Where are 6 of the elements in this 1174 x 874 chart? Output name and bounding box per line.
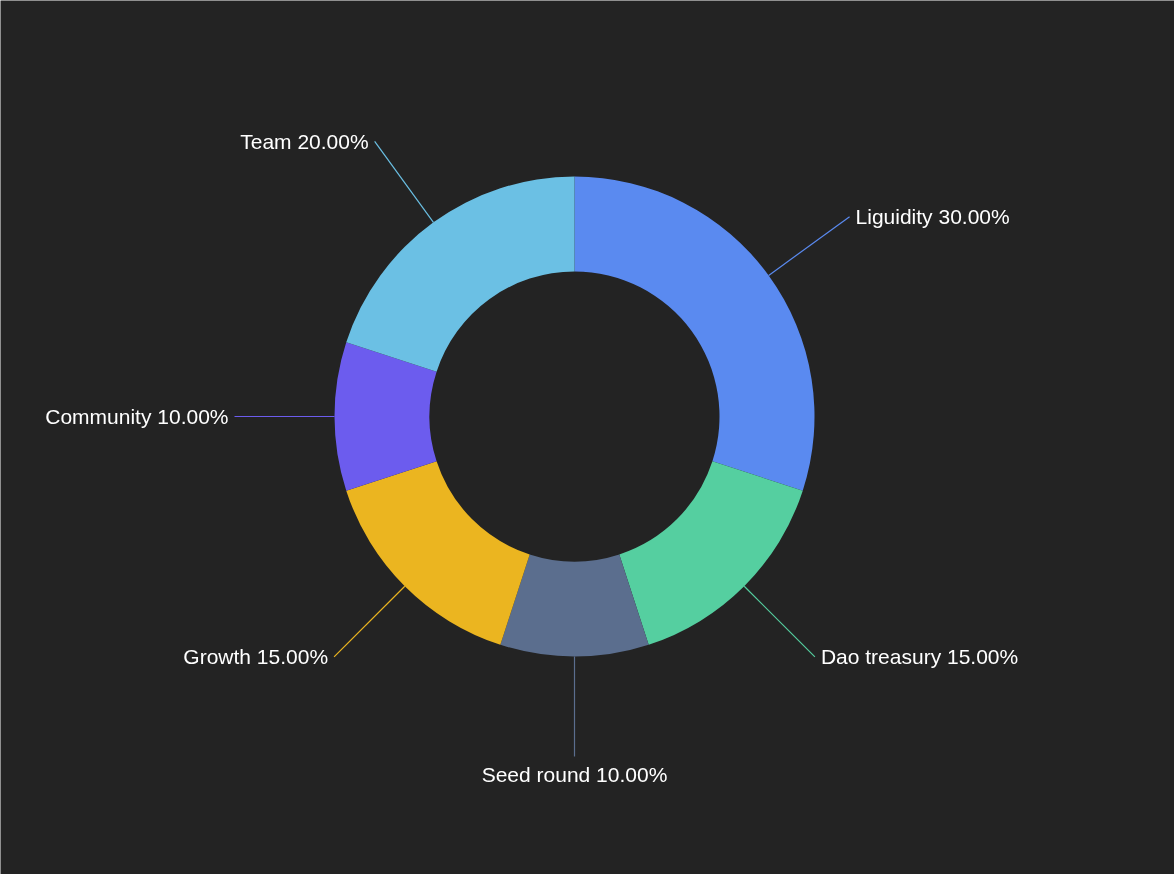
slice-label: Dao treasury 15.00% xyxy=(820,645,1019,669)
slice-label: Seed round 10.00% xyxy=(481,763,668,786)
slice-label: Liguidity 30.00% xyxy=(855,205,1010,229)
slice-label: Growth 15.00% xyxy=(183,645,329,669)
slice-label: Team 20.00% xyxy=(240,129,369,153)
slice-label: Community 10.00% xyxy=(45,405,229,428)
